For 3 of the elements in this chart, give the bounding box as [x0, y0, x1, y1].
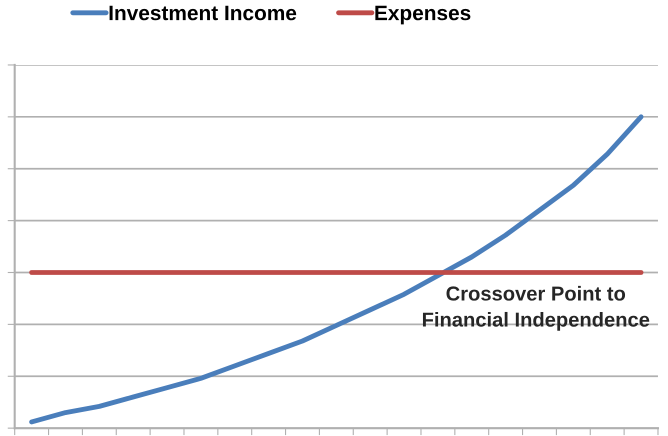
legend-label: Expenses — [375, 6, 470, 24]
legend-label: Investment Income — [110, 6, 296, 20]
annotation: Crossover Point to Financial Independence — [422, 286, 650, 331]
